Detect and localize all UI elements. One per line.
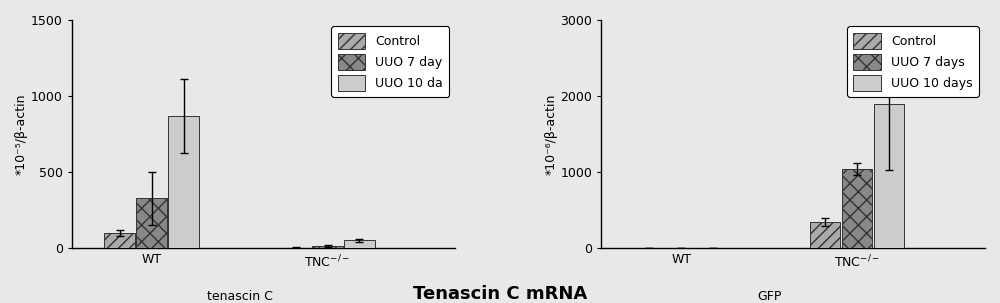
Bar: [842, 169, 872, 248]
Bar: [104, 233, 135, 248]
Bar: [810, 222, 840, 248]
Bar: [136, 198, 167, 248]
Bar: [874, 104, 904, 248]
Y-axis label: *10⁻⁶/β-actin: *10⁻⁶/β-actin: [545, 94, 558, 175]
Text: tenascin C: tenascin C: [207, 290, 273, 303]
Text: GFP: GFP: [757, 290, 781, 303]
Bar: [168, 116, 199, 248]
Y-axis label: *10⁻⁵/β-actin: *10⁻⁵/β-actin: [15, 94, 28, 175]
Legend: Control, UUO 7 days, UUO 10 days: Control, UUO 7 days, UUO 10 days: [847, 26, 979, 97]
Legend: Control, UUO 7 day, UUO 10 da: Control, UUO 7 day, UUO 10 da: [331, 26, 449, 97]
Bar: [312, 246, 343, 248]
Text: Tenascin C mRNA: Tenascin C mRNA: [413, 285, 587, 303]
Bar: [344, 240, 375, 248]
